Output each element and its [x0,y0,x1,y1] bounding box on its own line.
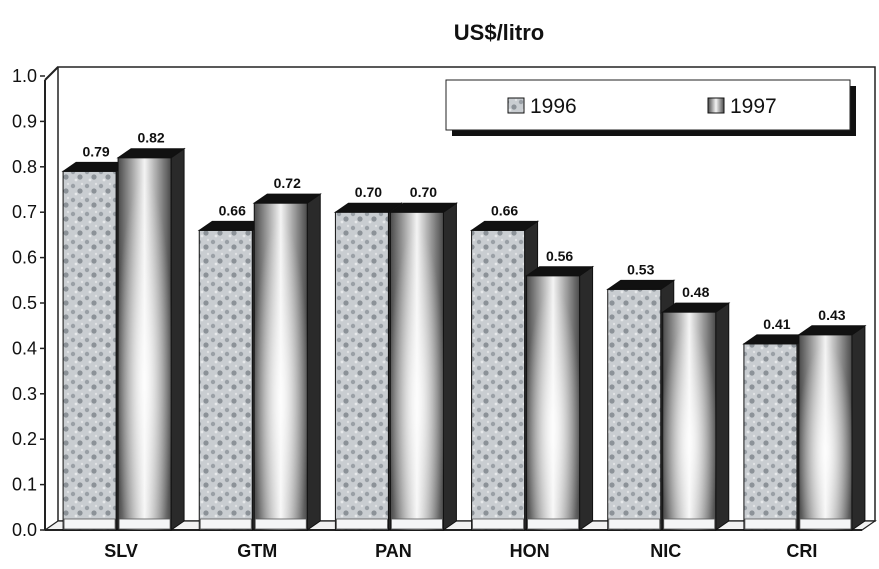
bar-highlight [254,203,308,530]
x-tick-label: NIC [650,541,681,561]
data-labels: 0.79 0.82 0.66 0.72 0.70 0.70 0.66 0.56 0.53 0.48… [82,130,845,332]
bar-1996-SLV [62,170,117,531]
legend-swatch-1996 [507,97,525,114]
x-tick-label: CRI [786,541,817,561]
bar-base-band [199,518,252,530]
y-tick-label: 0.3 [12,384,37,404]
bar-top [116,148,186,159]
y-tick-label: 0.9 [12,111,37,131]
y-tick-label: 1.0 [12,66,37,86]
bar-highlight [798,334,852,530]
bar-top [661,302,731,313]
bar-highlight [526,275,580,530]
data-label-1996-NIC: 0.53 [627,261,654,277]
y-tick-label: 0.1 [12,475,37,495]
bar-side [170,147,185,531]
x-tick-label: GTM [237,541,277,561]
data-label-1996-PAN: 0.70 [355,184,382,200]
bar-base-band [472,518,524,530]
bar-side [715,302,730,531]
bar-side [851,324,866,531]
y-tick-label: 0.7 [12,202,37,222]
data-label-1997-SLV: 0.82 [137,130,164,146]
y-tick-label: 0.8 [12,157,37,177]
bar-top [252,193,322,204]
data-label-1997-PAN: 0.70 [410,184,437,200]
bar-highlight [662,312,716,530]
bar-top [606,279,676,290]
data-label-1996-CRI: 0.41 [763,316,790,332]
bar-top [333,202,404,213]
legend-box [445,79,851,131]
legend-label-1997: 1997 [730,95,777,118]
legend: 1996 1997 [445,79,856,136]
bar-base-band [391,518,443,530]
bar-1996-NIC [607,288,662,531]
bar-base-band [254,518,307,530]
bar-1996-PAN [334,211,389,531]
legend-label-1996: 1996 [530,95,577,118]
bar-base-band [799,518,852,530]
bar-base-band [63,518,116,530]
bar-top [524,266,595,277]
data-label-1997-HON: 0.56 [546,248,573,264]
y-tick-label: 0.4 [12,338,37,358]
data-label-1997-GTM: 0.72 [274,175,301,191]
bar-side [442,202,457,531]
x-tick-label: PAN [375,541,412,561]
bar-base-band [663,518,716,530]
bar-base-band [527,518,579,530]
data-label-1996-GTM: 0.66 [219,202,246,218]
x-tick-label: SLV [104,541,138,561]
data-label-1997-NIC: 0.48 [682,284,709,300]
bar-1996-CRI [743,343,798,531]
x-tick-label: HON [510,541,550,561]
bar-side [579,265,594,531]
y-tick-label: 0.2 [12,429,37,449]
bar-1996-GTM [198,229,253,531]
chart-title: US$/litro [454,20,544,45]
bar-1996-HON [471,229,526,531]
bar-top [388,202,459,213]
bar-base-band [118,518,171,530]
bar-base-band [336,518,388,530]
data-label-1997-CRI: 0.43 [818,307,845,323]
bar-highlight [118,157,172,530]
y-tick-label: 0.5 [12,293,37,313]
bar-side [306,193,321,531]
bar-base-band [608,518,661,530]
legend-swatch-1997 [707,97,725,114]
bar-top [469,220,540,231]
y-tick-label: 0.0 [12,520,37,540]
bar-top [797,325,867,336]
bar-highlight [390,212,444,530]
y-tick-label: 0.6 [12,248,37,268]
bars [61,147,867,531]
data-label-1996-SLV: 0.79 [82,143,109,159]
y-axis-depth-line [44,66,59,81]
bar-base-band [744,518,797,530]
data-label-1996-HON: 0.66 [491,202,518,218]
